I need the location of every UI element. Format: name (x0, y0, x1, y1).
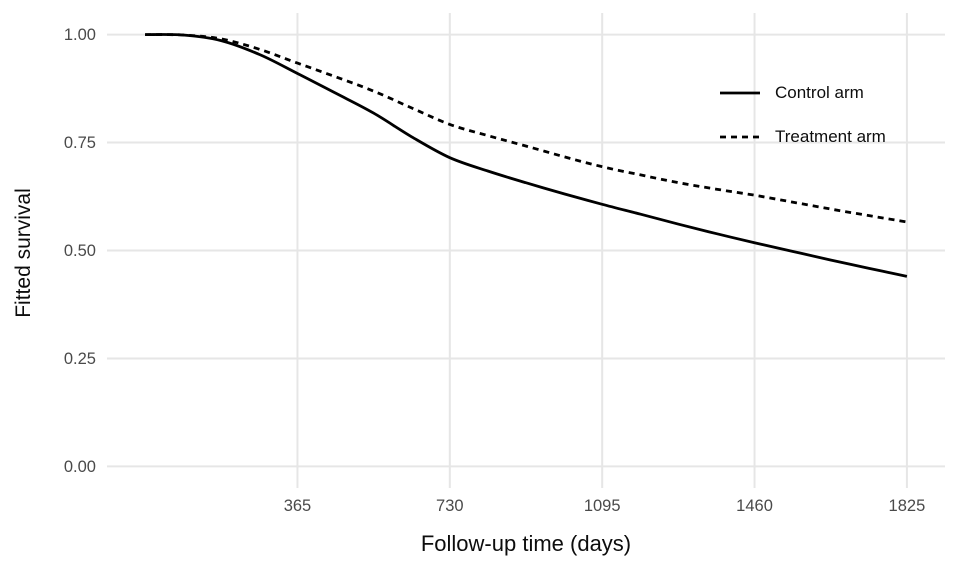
series-lines (145, 33, 908, 278)
y-tick-label: 1.00 (64, 26, 96, 44)
tick-labels: 365 730 1095 1460 1825 0.00 0.25 0.50 0.75 1.00 (64, 26, 925, 515)
x-tick-label: 730 (436, 497, 464, 515)
y-tick-label: 0.25 (64, 350, 96, 368)
x-tick-label: 1825 (889, 497, 926, 515)
legend-item-treatment-arm: Treatment arm (718, 115, 886, 159)
legend: Control arm Treatment arm (718, 71, 886, 159)
y-axis-title: Fitted survival (12, 188, 35, 318)
x-tick-label: 1460 (736, 497, 773, 515)
legend-key-solid-line-icon (720, 91, 760, 95)
y-tick-label: 0.75 (64, 134, 96, 152)
legend-label-control-arm: Control arm (775, 83, 864, 102)
legend-key-dashed-line-icon (720, 135, 760, 139)
gridlines (107, 13, 945, 488)
x-tick-label: 365 (284, 497, 312, 515)
x-axis-title: Follow-up time (days) (420, 531, 632, 556)
series-line-treatment-arm (145, 33, 908, 224)
series-line-control-arm (145, 33, 908, 278)
x-tick-label: 1095 (584, 497, 621, 515)
y-tick-label: 0.50 (64, 242, 96, 260)
legend-item-control-arm: Control arm (718, 71, 886, 115)
legend-label-treatment-arm: Treatment arm (775, 127, 886, 146)
y-tick-label: 0.00 (64, 458, 96, 476)
